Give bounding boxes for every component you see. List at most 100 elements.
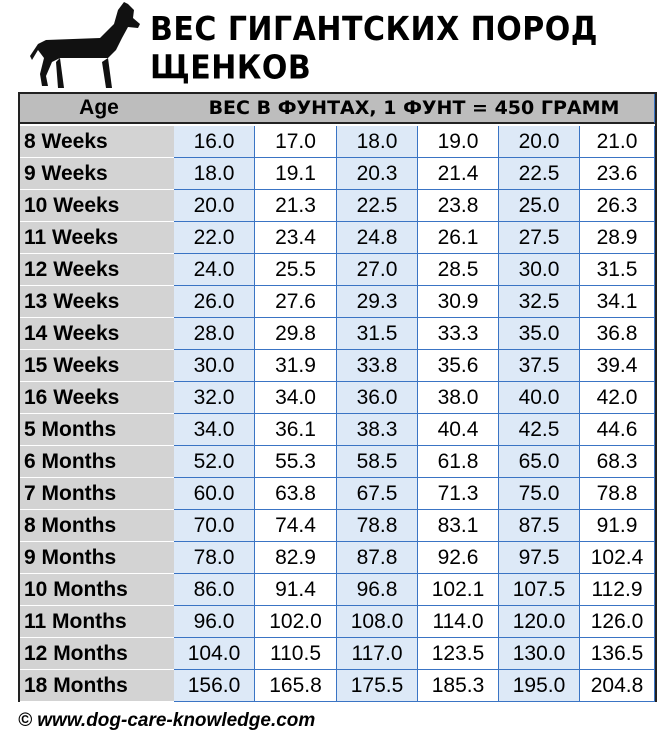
weight-cell: 40.4 [418,414,499,446]
weight-cell: 78.8 [337,510,418,542]
weight-cell: 108.0 [337,606,418,638]
weight-cell: 96.8 [337,574,418,606]
weight-cell: 104.0 [174,638,255,670]
weight-cell: 20.3 [337,158,418,190]
row-label: 5 Months [20,414,174,446]
weight-cell: 68.3 [580,446,655,478]
weight-cell: 96.0 [174,606,255,638]
weight-cell: 60.0 [174,478,255,510]
weight-cell: 74.4 [255,510,337,542]
weight-cell: 28.9 [580,222,655,254]
weight-cell: 120.0 [499,606,580,638]
title: ВЕС ГИГАНТСКИХ ПОРОД ЩЕНКОВ [150,10,598,88]
weight-cell: 29.8 [255,318,337,350]
dog-icon [30,2,140,88]
weight-cell: 55.3 [255,446,337,478]
weight-cell: 17.0 [255,126,337,158]
weight-cell: 78.0 [174,542,255,574]
weight-cell: 126.0 [580,606,655,638]
weight-cell: 87.8 [337,542,418,574]
weight-cell: 92.6 [418,542,499,574]
weight-cell: 29.3 [337,286,418,318]
row-label: 11 Weeks [20,222,174,254]
weight-cell: 21.0 [580,126,655,158]
weight-cell: 36.0 [337,382,418,414]
weight-cell: 38.3 [337,414,418,446]
weight-cell: 28.5 [418,254,499,286]
weight-cell: 18.0 [174,158,255,190]
weight-cell: 34.0 [255,382,337,414]
weight-cell: 19.1 [255,158,337,190]
weight-cell: 91.4 [255,574,337,606]
weight-cell: 32.0 [174,382,255,414]
row-label: 11 Months [20,606,174,638]
weight-cell: 58.5 [337,446,418,478]
weight-cell: 27.0 [337,254,418,286]
weight-cell: 35.0 [499,318,580,350]
weight-cell: 28.0 [174,318,255,350]
row-label: 7 Months [20,478,174,510]
weight-cell: 165.8 [255,670,337,702]
weight-cell: 21.4 [418,158,499,190]
weight-cell: 18.0 [337,126,418,158]
weight-cell: 37.5 [499,350,580,382]
weight-cell: 22.5 [337,190,418,222]
weight-cell: 33.3 [418,318,499,350]
weight-cell: 23.6 [580,158,655,190]
weight-cell: 27.6 [255,286,337,318]
age-header: Age [20,94,174,124]
row-label: 14 Weeks [20,318,174,350]
weight-cell: 27.5 [499,222,580,254]
weight-cell: 19.0 [418,126,499,158]
weight-cell: 31.5 [580,254,655,286]
weight-cell: 24.0 [174,254,255,286]
weight-header: ВЕС В ФУНТАХ, 1 ФУНТ = 450 ГРАММ [174,94,655,124]
weight-cell: 35.6 [418,350,499,382]
weight-cell: 22.0 [174,222,255,254]
weight-cell: 32.5 [499,286,580,318]
weight-cell: 112.9 [580,574,655,606]
weight-cell: 86.0 [174,574,255,606]
weight-cell: 23.4 [255,222,337,254]
weight-cell: 30.0 [499,254,580,286]
weight-cell: 34.1 [580,286,655,318]
weight-cell: 130.0 [499,638,580,670]
weight-cell: 40.0 [499,382,580,414]
row-label: 18 Months [20,670,174,702]
weight-cell: 67.5 [337,478,418,510]
row-label: 9 Weeks [20,158,174,190]
weight-cell: 136.5 [580,638,655,670]
weight-cell: 16.0 [174,126,255,158]
row-label: 8 Months [20,510,174,542]
row-label: 15 Weeks [20,350,174,382]
weight-cell: 102.4 [580,542,655,574]
row-label: 8 Weeks [20,126,174,158]
weight-cell: 36.8 [580,318,655,350]
row-label: 9 Months [20,542,174,574]
weight-cell: 102.1 [418,574,499,606]
weight-cell: 102.0 [255,606,337,638]
weight-cell: 39.4 [580,350,655,382]
footer: © www.dog-care-knowledge.com [18,710,316,731]
weight-cell: 31.9 [255,350,337,382]
row-label: 12 Weeks [20,254,174,286]
weight-cell: 26.3 [580,190,655,222]
weight-cell: 21.3 [255,190,337,222]
weight-cell: 185.3 [418,670,499,702]
row-label: 16 Weeks [20,382,174,414]
weight-cell: 25.0 [499,190,580,222]
row-label: 10 Months [20,574,174,606]
weight-cell: 23.8 [418,190,499,222]
weight-cell: 195.0 [499,670,580,702]
weight-cell: 70.0 [174,510,255,542]
weight-cell: 30.0 [174,350,255,382]
row-label: 13 Weeks [20,286,174,318]
weight-cell: 36.1 [255,414,337,446]
weight-cell: 71.3 [418,478,499,510]
weight-cell: 24.8 [337,222,418,254]
weight-cell: 87.5 [499,510,580,542]
weight-cell: 156.0 [174,670,255,702]
weight-cell: 26.1 [418,222,499,254]
weight-cell: 204.8 [580,670,655,702]
